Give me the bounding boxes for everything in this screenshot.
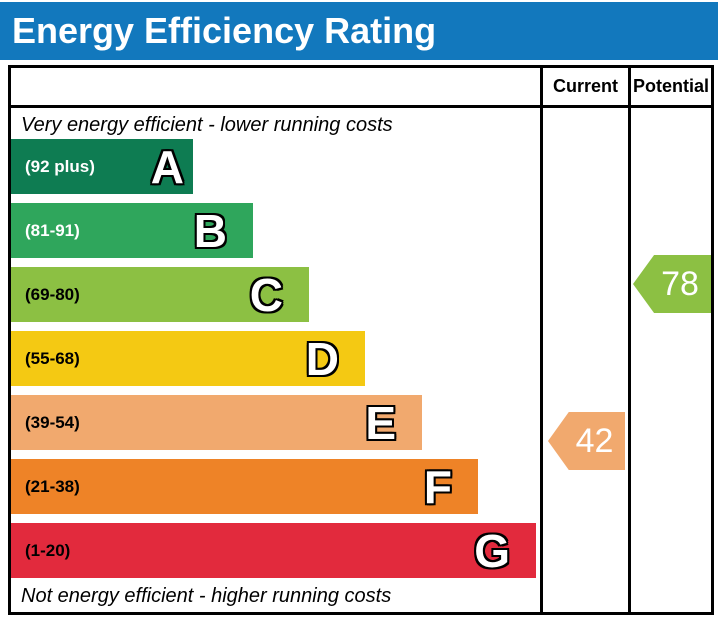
band-C-range-label: (69-80): [25, 284, 80, 304]
potential-column-header: Potential: [632, 76, 709, 96]
bottom-note: Not energy efficient - higher running co…: [21, 585, 392, 607]
band-E-range-label: (39-54): [25, 412, 80, 432]
band-A-range-label: (92 plus): [25, 156, 95, 176]
title-bar: Energy Efficiency Rating: [0, 2, 718, 60]
band-B: (81-91) B: [11, 203, 253, 258]
band-F-letter: F: [423, 460, 452, 513]
band-B-range-label: (81-91): [25, 220, 80, 240]
potential-rating-value: 78: [661, 264, 699, 303]
band-E-letter: E: [365, 396, 396, 449]
header-spacer: [11, 68, 543, 105]
band-A: (92 plus) A: [11, 139, 193, 194]
band-F: (21-38) F: [11, 459, 478, 514]
band-D-range-label: (55-68): [25, 348, 80, 368]
band-D-letter: D: [305, 332, 339, 385]
potential-rating-arrow-icon: 78: [633, 255, 711, 313]
band-C: (69-80) C: [11, 267, 309, 322]
band-A-letter: A: [150, 140, 184, 193]
band-G: (1-20) G: [11, 523, 536, 578]
current-rating-value: 42: [575, 421, 614, 460]
band-D: (55-68) D: [11, 331, 365, 386]
current-column: 42: [543, 108, 631, 612]
current-column-header: Current: [543, 68, 631, 105]
band-E: (39-54) E: [11, 395, 422, 450]
band-G-range-label: (1-20): [25, 540, 71, 560]
current-rating-arrow-icon: 42: [548, 412, 625, 470]
band-F-range-label: (21-38): [25, 476, 80, 496]
rating-table: Current Potential Very energy efficient …: [8, 65, 714, 615]
band-B-letter: B: [193, 204, 227, 257]
top-note: Very energy efficient - lower running co…: [21, 114, 393, 136]
bands-area: Very energy efficient - lower running co…: [11, 108, 543, 612]
potential-column: 78: [631, 108, 711, 612]
table-body: Very energy efficient - lower running co…: [11, 108, 711, 612]
band-C-letter: C: [249, 268, 283, 321]
table-header-row: Current Potential: [11, 68, 711, 108]
page-title: Energy Efficiency Rating: [12, 10, 437, 51]
band-G-letter: G: [474, 524, 510, 577]
